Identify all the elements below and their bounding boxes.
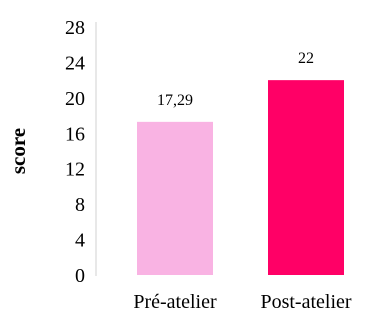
y-tick-label: 8: [75, 194, 85, 216]
y-tick-label: 20: [65, 88, 85, 110]
bar-2: [268, 80, 344, 276]
y-tick-label: 4: [75, 230, 85, 252]
y-axis-title-group: score: [6, 128, 30, 174]
bar-1: [137, 121, 213, 275]
y-tick-label: 16: [65, 123, 85, 145]
y-tick-label: 24: [65, 52, 85, 74]
category-label-2: Post-atelier: [260, 291, 351, 313]
y-tick-label: 12: [65, 159, 85, 181]
data-label-1: 17,29: [157, 92, 193, 109]
y-axis-title: score: [6, 128, 30, 174]
y-tick-label: 28: [65, 17, 85, 39]
data-label-2: 22: [298, 50, 314, 67]
y-tick-label: 0: [75, 265, 85, 287]
category-labels-group: Pré-atelier Post-atelier: [133, 291, 352, 313]
category-label-1: Pré-atelier: [133, 291, 217, 313]
bars-group: [137, 80, 344, 276]
data-labels-group: 17,29 22: [157, 50, 314, 109]
y-axis-ticks: 0 4 8 12 16 20 24 28: [65, 17, 85, 287]
